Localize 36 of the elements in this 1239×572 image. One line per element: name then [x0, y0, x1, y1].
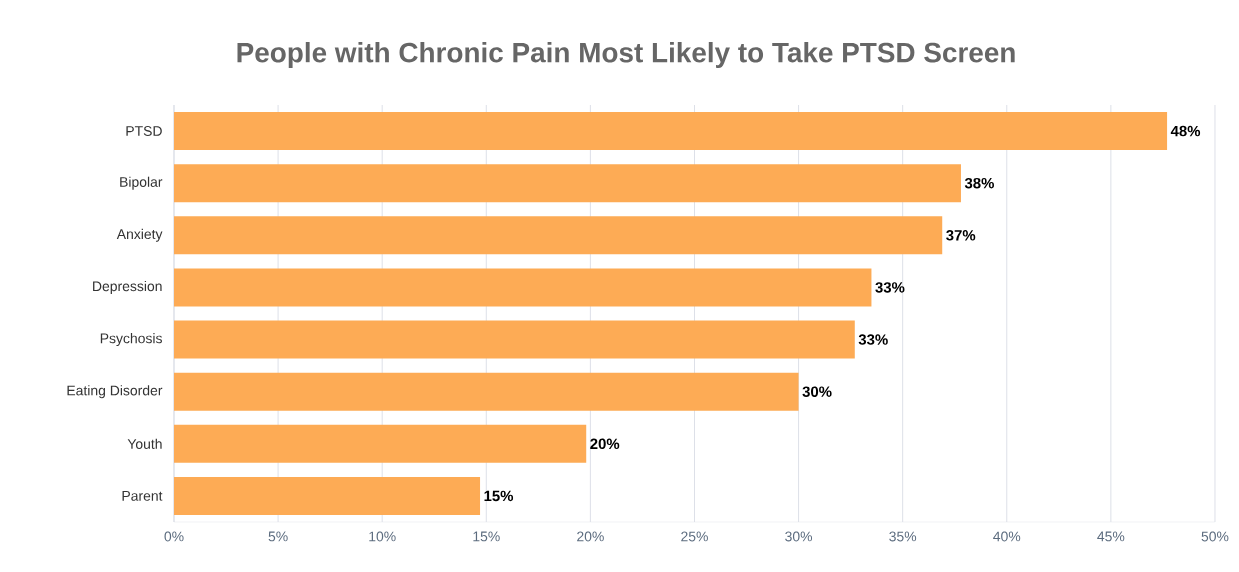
- x-tick-label: 20%: [577, 531, 604, 542]
- bar: [174, 372, 799, 411]
- data-label: 38%: [964, 177, 994, 189]
- bar: [174, 164, 961, 203]
- x-tick-label: 45%: [1097, 531, 1125, 542]
- data-label: 33%: [858, 334, 888, 345]
- y-tick-label: Youth: [127, 438, 162, 449]
- x-tick-label: 50%: [1201, 531, 1229, 542]
- data-label: 20%: [590, 438, 620, 450]
- bar: [174, 112, 1168, 151]
- x-tick-label: 40%: [993, 531, 1021, 542]
- y-tick-label: Depression: [93, 280, 162, 294]
- bar: [174, 216, 943, 255]
- data-label: 15%: [484, 490, 514, 502]
- x-tick-label: 5%: [268, 531, 288, 542]
- x-tick-label: 35%: [889, 531, 917, 542]
- y-tick-label: Bipolar: [120, 176, 163, 190]
- x-tick-label: 30%: [785, 531, 813, 542]
- bar: [174, 424, 587, 463]
- data-label: 48%: [1170, 125, 1201, 137]
- y-tick-label: Psychosis: [100, 333, 162, 347]
- y-tick-label: Anxiety: [116, 228, 163, 242]
- bar: [174, 476, 481, 515]
- y-tick-label: Parent: [122, 491, 163, 501]
- data-label: 37%: [946, 230, 976, 241]
- chart-title: People with Chronic Pain Most Likely to Take PTSD Screen: [237, 42, 1015, 68]
- x-tick-label: 10%: [369, 531, 396, 542]
- bar: [174, 320, 855, 359]
- bar: [174, 268, 872, 307]
- x-tick-label: 25%: [681, 531, 708, 542]
- data-label: 33%: [875, 282, 905, 293]
- x-tick-label: 0%: [164, 531, 184, 542]
- y-tick-label: Eating Disorder: [67, 385, 163, 399]
- y-tick-label: PTSD: [126, 126, 162, 136]
- x-tick-label: 15%: [473, 531, 500, 542]
- data-label: 30%: [802, 386, 832, 397]
